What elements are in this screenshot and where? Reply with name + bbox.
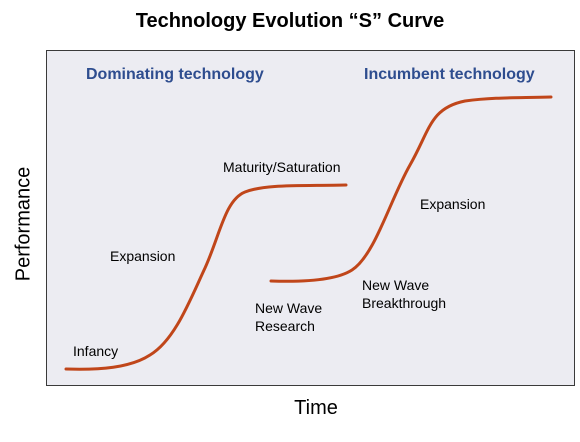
new-wave-breakthrough-line-1: New Wave: [362, 277, 430, 293]
expansion-label-second: Expansion: [420, 196, 486, 212]
new-wave-research-label: New Wave Research: [255, 299, 322, 335]
new-wave-research-line-2: Research: [255, 318, 315, 334]
dominating-technology-s-curve: [64, 183, 348, 371]
expansion-label-first: Expansion: [110, 248, 176, 264]
dominating-technology-heading: Dominating technology: [86, 66, 264, 83]
diagram-panel: [46, 50, 575, 386]
y-axis-label: Performance: [12, 166, 35, 282]
infancy-label: Infancy: [73, 343, 119, 359]
x-axis-label: Time: [294, 397, 338, 419]
diagram-title: Technology Evolution “S” Curve: [135, 10, 445, 32]
new-wave-breakthrough-label: New Wave Breakthrough: [362, 276, 446, 312]
incumbent-technology-heading: Incumbent technology: [364, 66, 535, 83]
new-wave-research-line-1: New Wave: [255, 300, 323, 316]
maturity-saturation-label: Maturity/Saturation: [223, 159, 341, 175]
new-wave-breakthrough-line-2: Breakthrough: [362, 295, 447, 311]
incumbent-technology-s-curve: [269, 95, 553, 283]
